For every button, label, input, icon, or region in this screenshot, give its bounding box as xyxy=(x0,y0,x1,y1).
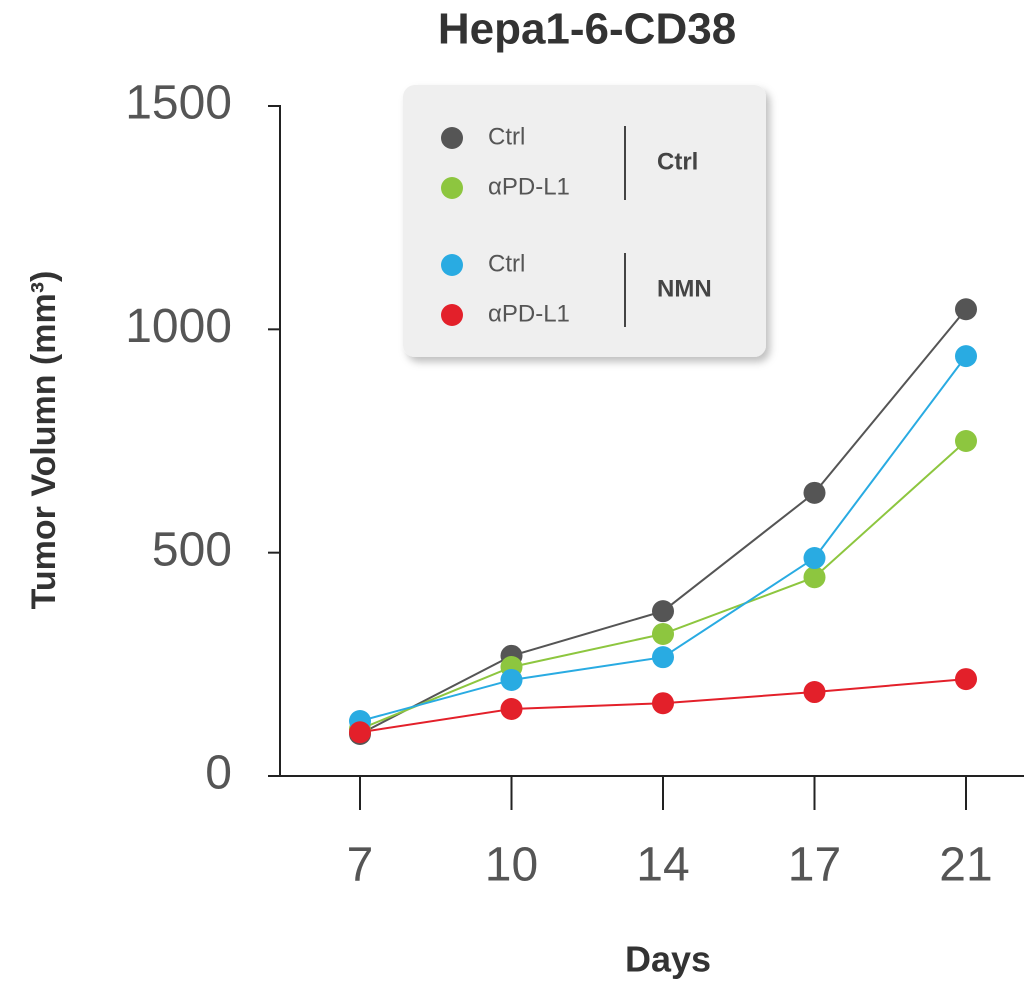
y-axis-title: Tumor Volumn (mm³) xyxy=(25,271,63,610)
legend-marker xyxy=(441,127,463,149)
x-tick-label: 7 xyxy=(347,839,374,892)
legend-label: Ctrl xyxy=(488,250,525,277)
legend-box xyxy=(403,85,766,357)
data-point xyxy=(803,681,826,704)
legend-label: αPD-L1 xyxy=(488,300,570,327)
legend-marker xyxy=(441,254,463,276)
x-tick-label: 14 xyxy=(636,839,689,892)
x-tick-label: 17 xyxy=(788,839,841,892)
legend-marker xyxy=(441,304,463,326)
data-point xyxy=(955,345,977,368)
data-point xyxy=(652,692,674,715)
data-point xyxy=(500,698,523,720)
data-point xyxy=(652,600,674,623)
legend-label: αPD-L1 xyxy=(488,173,570,200)
y-tick-label: 1500 xyxy=(125,77,232,130)
x-axis-title: Days xyxy=(625,939,711,980)
plot: 0 500 1000 1500 7 10 14 17 21 xyxy=(125,77,992,892)
y-tick-label: 1000 xyxy=(125,300,232,353)
data-point xyxy=(652,622,674,645)
data-point xyxy=(500,668,523,691)
x-tick-label: 21 xyxy=(939,839,992,892)
legend: Ctrl αPD-L1 Ctrl Ctrl αPD-L1 NMN xyxy=(441,123,712,327)
legend-group-label: Ctrl xyxy=(657,148,698,175)
data-point xyxy=(803,566,826,589)
data-point xyxy=(955,430,977,452)
data-point xyxy=(955,668,977,691)
data-point xyxy=(803,547,826,570)
data-point xyxy=(349,721,371,744)
legend-marker xyxy=(441,177,463,199)
data-point xyxy=(652,646,674,669)
data-point xyxy=(955,298,977,321)
data-point xyxy=(803,481,826,504)
legend-group-label: NMN xyxy=(657,275,712,302)
y-tick-label: 0 xyxy=(205,747,232,800)
legend-label: Ctrl xyxy=(488,123,525,150)
x-tick-label: 10 xyxy=(485,839,538,892)
chart-title: Hepa1-6-CD38 xyxy=(438,5,736,54)
y-tick-label: 500 xyxy=(152,523,232,576)
